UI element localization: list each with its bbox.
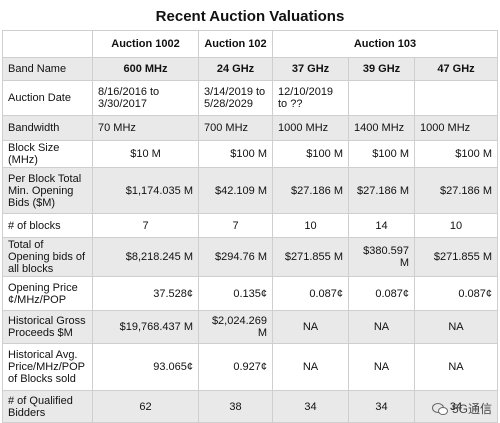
row-label: Per Block Total Min. Opening Bids ($M) bbox=[2, 167, 93, 214]
table-cell: NA bbox=[414, 310, 498, 344]
table-cell: 8/16/2016 to 3/30/2017 bbox=[92, 80, 199, 116]
table-cell: $27.186 M bbox=[348, 167, 415, 214]
table-row: Block Size (MHz) $10 M $100 M $100 M $100 M $… bbox=[2, 140, 498, 168]
table-cell: 37 GHz bbox=[272, 57, 349, 81]
row-label: Opening Price ¢/MHz/POP bbox=[2, 276, 93, 311]
table-cell: 14 bbox=[348, 213, 415, 238]
watermark-icon bbox=[431, 402, 448, 415]
table-cell: NA bbox=[414, 343, 498, 391]
table-cell: NA bbox=[272, 343, 349, 391]
table-cell: $380.597 M bbox=[348, 237, 415, 277]
table-cell: 0.135¢ bbox=[198, 276, 273, 311]
header-cell: Auction 1002 bbox=[92, 30, 199, 58]
table-cell: 70 MHz bbox=[92, 115, 199, 141]
table-cell: 39 GHz bbox=[348, 57, 415, 81]
table-cell: 7 bbox=[198, 213, 273, 238]
table-cell: NA bbox=[348, 343, 415, 391]
watermark-text: 5G通信 bbox=[451, 402, 492, 416]
table-cell: 38 bbox=[198, 390, 273, 423]
table-cell: $42.109 M bbox=[198, 167, 273, 214]
row-label: Band Name bbox=[2, 57, 93, 81]
row-label: Auction Date bbox=[2, 80, 93, 116]
table-row: Auction Date 8/16/2016 to 3/30/2017 3/14/2… bbox=[2, 80, 498, 116]
table-cell: $27.186 M bbox=[414, 167, 498, 214]
row-label: Total of Opening bids of all blocks bbox=[2, 237, 93, 277]
table-row: Historical Gross Proceeds $M $19,768.437 … bbox=[2, 310, 498, 344]
header-row: Auction 1002 Auction 102 Auction 103 bbox=[2, 30, 498, 58]
row-label: # of blocks bbox=[2, 213, 93, 238]
table-cell bbox=[348, 80, 415, 116]
table-cell: 1400 MHz bbox=[348, 115, 415, 141]
table-row: Opening Price ¢/MHz/POP 37.528¢ 0.135¢ 0.08… bbox=[2, 276, 498, 311]
table-cell: 34 bbox=[348, 390, 415, 423]
table-cell: 12/10/2019 to ?? bbox=[272, 80, 349, 116]
table-row: Band Name 600 MHz 24 GHz 37 GHz 39 GHz 47 GHz bbox=[2, 57, 498, 81]
table-cell: 0.927¢ bbox=[198, 343, 273, 391]
table-cell: $1,174.035 M bbox=[92, 167, 199, 214]
table-cell: $271.855 M bbox=[272, 237, 349, 277]
table-cell: 93.065¢ bbox=[92, 343, 199, 391]
table-cell: $10 M bbox=[92, 140, 199, 168]
table-cell: $100 M bbox=[198, 140, 273, 168]
table-cell: $100 M bbox=[348, 140, 415, 168]
table-cell: 62 bbox=[92, 390, 199, 423]
row-label: Bandwidth bbox=[2, 115, 93, 141]
corner-cell bbox=[2, 30, 93, 58]
table-row: # of blocks 7 7 10 14 10 bbox=[2, 213, 498, 238]
table-cell: $294.76 M bbox=[198, 237, 273, 277]
row-label: Historical Avg. Price/MHz/POP of Blocks … bbox=[2, 343, 93, 391]
table-cell: 3/14/2019 to 5/28/2029 bbox=[198, 80, 273, 116]
table-row: Historical Avg. Price/MHz/POP of Blocks … bbox=[2, 343, 498, 391]
table-cell: 600 MHz bbox=[92, 57, 199, 81]
table-cell: 37.528¢ bbox=[92, 276, 199, 311]
table-cell bbox=[414, 80, 498, 116]
table-cell: 0.087¢ bbox=[414, 276, 498, 311]
table-cell: $100 M bbox=[272, 140, 349, 168]
table-row: Per Block Total Min. Opening Bids ($M) $1… bbox=[2, 167, 498, 214]
table-cell: 34 bbox=[414, 390, 498, 423]
table-cell: $271.855 M bbox=[414, 237, 498, 277]
table-cell: $100 M bbox=[414, 140, 498, 168]
table-cell: 0.087¢ bbox=[272, 276, 349, 311]
row-label: Block Size (MHz) bbox=[2, 140, 93, 168]
table-cell: $27.186 M bbox=[272, 167, 349, 214]
table-cell: 10 bbox=[414, 213, 498, 238]
header-cell: Auction 102 bbox=[198, 30, 273, 58]
table-cell: 1000 MHz bbox=[272, 115, 349, 141]
table-cell: 7 bbox=[92, 213, 199, 238]
row-label: Historical Gross Proceeds $M bbox=[2, 310, 93, 344]
table-body: Auction 1002 Auction 102 Auction 103 Ban… bbox=[2, 30, 498, 423]
table-cell: 700 MHz bbox=[198, 115, 273, 141]
table-cell: NA bbox=[272, 310, 349, 344]
auction-table: Auction 1002 Auction 102 Auction 103 Ban… bbox=[2, 30, 498, 423]
table-cell: 24 GHz bbox=[198, 57, 273, 81]
table-cell: 34 bbox=[272, 390, 349, 423]
watermark: 5G通信 bbox=[431, 400, 492, 417]
table-row: Bandwidth 70 MHz 700 MHz 1000 MHz 1400 MHz 10… bbox=[2, 115, 498, 141]
table-row: # of Qualified Bidders 62 38 34 34 34 bbox=[2, 390, 498, 423]
table-cell: $19,768.437 M bbox=[92, 310, 199, 344]
table-cell: NA bbox=[348, 310, 415, 344]
table-cell: $8,218.245 M bbox=[92, 237, 199, 277]
table-cell: 10 bbox=[272, 213, 349, 238]
table-title: Recent Auction Valuations bbox=[155, 8, 345, 25]
table-cell: $2,024.269 M bbox=[198, 310, 273, 344]
table-cell: 1000 MHz bbox=[414, 115, 498, 141]
row-label: # of Qualified Bidders bbox=[2, 390, 93, 423]
table-row: Total of Opening bids of all blocks $8,21… bbox=[2, 237, 498, 277]
header-cell: Auction 103 bbox=[272, 30, 498, 58]
table-cell: 47 GHz bbox=[414, 57, 498, 81]
table-cell: 0.087¢ bbox=[348, 276, 415, 311]
